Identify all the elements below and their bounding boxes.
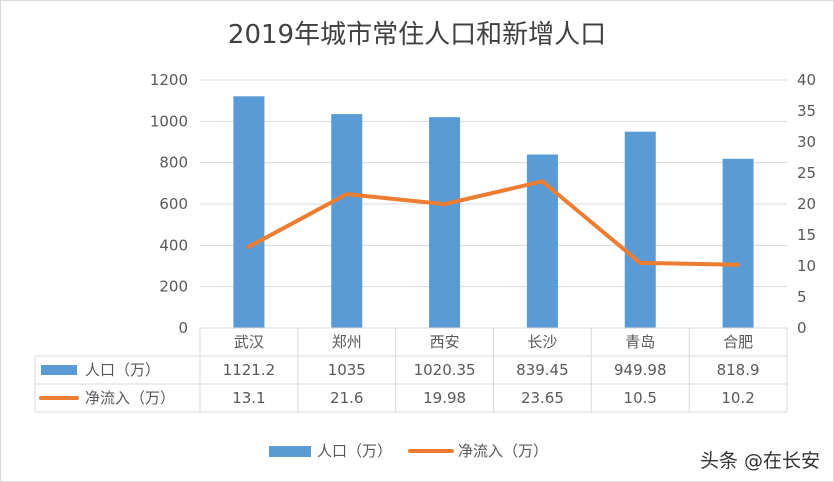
watermark: 头条 @在长安 <box>699 450 820 472</box>
table-series-name: 人口（万） <box>85 361 160 379</box>
y-right-tick-label: 10 <box>797 257 816 275</box>
legend: 人口（万） 净流入（万） <box>269 442 548 460</box>
table-value: 949.98 <box>614 361 667 379</box>
chart-title: 2019年城市常住人口和新增人口 <box>227 20 607 50</box>
x-category-label: 武汉 <box>234 333 264 351</box>
y-right-tick-label: 15 <box>797 226 816 244</box>
y-left-tick-label: 1000 <box>150 112 188 130</box>
legend-label: 净流入（万） <box>458 442 548 460</box>
line-point <box>638 260 643 265</box>
line-point <box>736 262 741 267</box>
x-category-label: 青岛 <box>625 333 655 351</box>
y-left-tick-label: 200 <box>159 278 188 296</box>
y-right-tick-label: 5 <box>797 288 807 306</box>
line-point <box>540 179 545 184</box>
y-right-tick-label: 0 <box>797 319 807 337</box>
table-value: 818.9 <box>717 361 760 379</box>
y-right-tick-label: 30 <box>797 133 816 151</box>
bar <box>429 117 461 328</box>
table-value: 1035 <box>328 361 366 379</box>
table-legend-key-bar <box>41 365 77 375</box>
table-value: 21.6 <box>330 389 363 407</box>
gridlines <box>200 79 787 329</box>
line-point <box>246 244 251 249</box>
y-left-tick-label: 600 <box>159 195 188 213</box>
table-series-name: 净流入（万） <box>85 389 175 407</box>
y-right-tick-label: 40 <box>797 71 816 89</box>
x-category-label: 西安 <box>430 333 460 351</box>
bar <box>331 114 363 328</box>
table-value: 13.1 <box>232 389 265 407</box>
table-value: 19.98 <box>423 389 466 407</box>
table-value: 839.45 <box>516 361 569 379</box>
y-right-tick-label: 35 <box>797 102 816 120</box>
bar <box>722 158 754 328</box>
y-right-tick-label: 20 <box>797 195 816 213</box>
table-value: 23.65 <box>521 389 564 407</box>
y-left-tick-label: 1200 <box>150 71 188 89</box>
line-point <box>344 192 349 197</box>
bar <box>233 96 265 328</box>
x-category-label: 郑州 <box>332 333 362 351</box>
y-left-tick-label: 0 <box>178 319 188 337</box>
table-value: 10.2 <box>721 389 754 407</box>
axes: 0 200 400 600 800 1000 1200 0 5 10 15 20 25 30 35 40 <box>150 71 816 337</box>
line-series-path <box>246 179 741 267</box>
legend-key-bar <box>269 446 311 457</box>
x-category-label: 合肥 <box>723 333 753 351</box>
y-right-tick-label: 25 <box>797 164 816 182</box>
line-series <box>246 179 741 267</box>
y-left-tick-label: 800 <box>159 154 188 172</box>
x-category-label: 长沙 <box>527 333 557 351</box>
line-point <box>442 202 447 207</box>
y-left-tick-label: 400 <box>159 236 188 254</box>
bar <box>624 131 656 328</box>
table-value: 1020.35 <box>414 361 476 379</box>
table-value: 1121.2 <box>223 361 276 379</box>
legend-label: 人口（万） <box>317 442 392 460</box>
table-value: 10.5 <box>624 389 657 407</box>
